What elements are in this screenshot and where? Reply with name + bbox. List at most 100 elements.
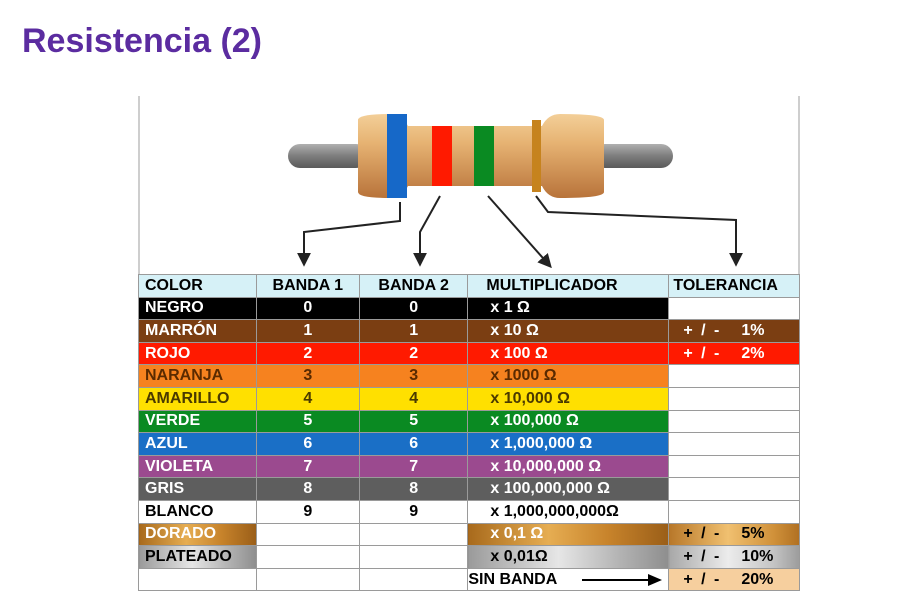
tolerancia-percent: 10% (741, 547, 774, 565)
tolerancia-sign: + / - (683, 321, 720, 339)
header-tolerancia: TOLERANCIA (668, 274, 800, 298)
table-row: DORADO x 0,1 Ω + / - 5% (138, 522, 800, 547)
tolerancia-sign: + / - (683, 525, 720, 543)
table-row: MARRÓN 1 1 x 10 Ω + / -1% (138, 319, 800, 343)
table-row: PLATEADO x 0,01Ω + / - 10% (138, 545, 800, 569)
tolerancia-cell (668, 477, 800, 501)
banda-1-cell: 0 (255, 296, 361, 321)
color-name-cell: MARRÓN (138, 319, 257, 343)
arrow-tolerancia (535, 195, 743, 267)
banda-1-cell: 8 (255, 477, 361, 501)
color-name-cell: VERDE (138, 409, 257, 434)
multiplicador-cell: x 1000 Ω (467, 364, 670, 388)
multiplicador-cell: x 0,01Ω (467, 545, 670, 569)
tolerancia-cell (668, 499, 800, 524)
slide-title: Resistencia (2) (22, 22, 262, 60)
color-name-cell: AZUL (138, 432, 257, 456)
tolerancia-cell (668, 296, 800, 321)
arrow-multiplicador (487, 195, 552, 269)
table-row: NEGRO 0 0 x 1 Ω (138, 296, 800, 321)
banda-2-cell: 2 (359, 341, 469, 366)
color-name-cell: ROJO (138, 341, 257, 366)
tolerancia-cell: + / - 1% (668, 319, 800, 343)
banda-2-cell (359, 545, 469, 569)
multiplicador-cell: x 100,000,000 Ω (467, 477, 670, 501)
header-banda-2: BANDA 2 (359, 274, 469, 298)
resistor-lead-left (288, 144, 368, 168)
multiplicador-cell: x 100,000 Ω (467, 409, 670, 434)
table-row: VIOLETA 7 7 x 10,000,000 Ω (138, 454, 800, 479)
table-row: NARANJA 3 3 x 1000 Ω (138, 364, 800, 388)
color-name-cell: AMARILLO (138, 386, 257, 411)
table-row: VERDE 5 5 x 100,000 Ω (138, 409, 800, 434)
banda-1-cell: 4 (255, 386, 361, 411)
tolerancia-percent: 1% (741, 321, 765, 339)
header-banda-1: BANDA 1 (255, 274, 361, 298)
multiplicador-cell: x 0,1 Ω (467, 522, 670, 547)
tolerancia-cell: + / - 20% (668, 567, 800, 592)
multiplicador-cell: x 1,000,000,000Ω (467, 499, 670, 524)
multiplicador-cell: x 1 Ω (467, 296, 670, 321)
tolerancia-cell (668, 364, 800, 388)
color-name-cell: GRIS (138, 477, 257, 501)
banda-2-cell (359, 522, 469, 547)
tolerancia-cell (668, 409, 800, 434)
banda-2-cell: 9 (359, 499, 469, 524)
banda-1-cell: 2 (255, 341, 361, 366)
color-name-cell: DORADO (138, 522, 257, 547)
table-row: ROJO 2 2 x 100 Ω + / -2% (138, 341, 800, 366)
arrow-banda-1 (297, 202, 401, 267)
header-color: COLOR (138, 274, 257, 298)
banda-2-cell: 6 (359, 432, 469, 456)
banda-2-cell: 1 (359, 319, 469, 343)
resistor-band-tolerance (532, 120, 541, 192)
header-multiplicador: MULTIPLICADOR (467, 274, 670, 298)
banda-2-cell: 5 (359, 409, 469, 434)
tolerancia-cell: + / - 5% (668, 522, 800, 547)
resistor-band-2 (432, 126, 452, 186)
banda-2-cell: 8 (359, 477, 469, 501)
resistor-band-multiplier (474, 126, 494, 186)
banda-1-cell (255, 522, 361, 547)
sin-banda-arrow-icon (582, 573, 663, 586)
color-name-cell (138, 567, 257, 592)
multiplicador-cell: x 10,000 Ω (467, 386, 670, 411)
table-header-row: COLOR BANDA 1 BANDA 2 MULTIPLICADOR TOLE… (138, 274, 800, 298)
banda-2-cell: 4 (359, 386, 469, 411)
color-code-table: COLOR BANDA 1 BANDA 2 MULTIPLICADOR TOLE… (138, 274, 800, 592)
arrow-banda-2 (413, 195, 441, 267)
multiplicador-cell: SIN BANDA (467, 567, 670, 592)
table-row: AMARILLO 4 4 x 10,000 Ω (138, 386, 800, 411)
tolerancia-sign: + / - (683, 570, 720, 588)
color-name-cell: NARANJA (138, 364, 257, 388)
banda-2-cell: 3 (359, 364, 469, 388)
banda-1-cell: 3 (255, 364, 361, 388)
banda-2-cell: 7 (359, 454, 469, 479)
multiplicador-cell: x 10 Ω (467, 319, 670, 343)
color-name-cell: BLANCO (138, 499, 257, 524)
color-name-cell: PLATEADO (138, 545, 257, 569)
multiplicador-cell: x 100 Ω (467, 341, 670, 366)
color-name-cell: NEGRO (138, 296, 257, 321)
tolerancia-cell (668, 432, 800, 456)
tolerancia-cell: + / - 2% (668, 341, 800, 366)
banda-1-cell: 6 (255, 432, 361, 456)
resistor-color-code-figure: COLOR BANDA 1 BANDA 2 MULTIPLICADOR TOLE… (138, 96, 800, 600)
banda-1-cell: 7 (255, 454, 361, 479)
multiplicador-cell: x 10,000,000 Ω (467, 454, 670, 479)
resistor-diagram (138, 96, 800, 276)
banda-1-cell: 1 (255, 319, 361, 343)
tolerancia-cell: + / - 10% (668, 545, 800, 569)
banda-1-cell: 9 (255, 499, 361, 524)
banda-1-cell (255, 545, 361, 569)
tolerancia-sign: + / - (683, 344, 720, 362)
resistor-band-1 (387, 114, 407, 198)
table-row: GRIS 8 8 x 100,000,000 Ω (138, 477, 800, 501)
banda-1-cell: 5 (255, 409, 361, 434)
banda-1-cell (255, 567, 361, 592)
table-row: BLANCO 9 9 x 1,000,000,000Ω (138, 499, 800, 524)
sin-banda-label: SIN BANDA (468, 570, 558, 588)
tolerancia-percent: 5% (741, 525, 765, 543)
color-name-cell: VIOLETA (138, 454, 257, 479)
tolerancia-percent: 2% (741, 344, 765, 362)
